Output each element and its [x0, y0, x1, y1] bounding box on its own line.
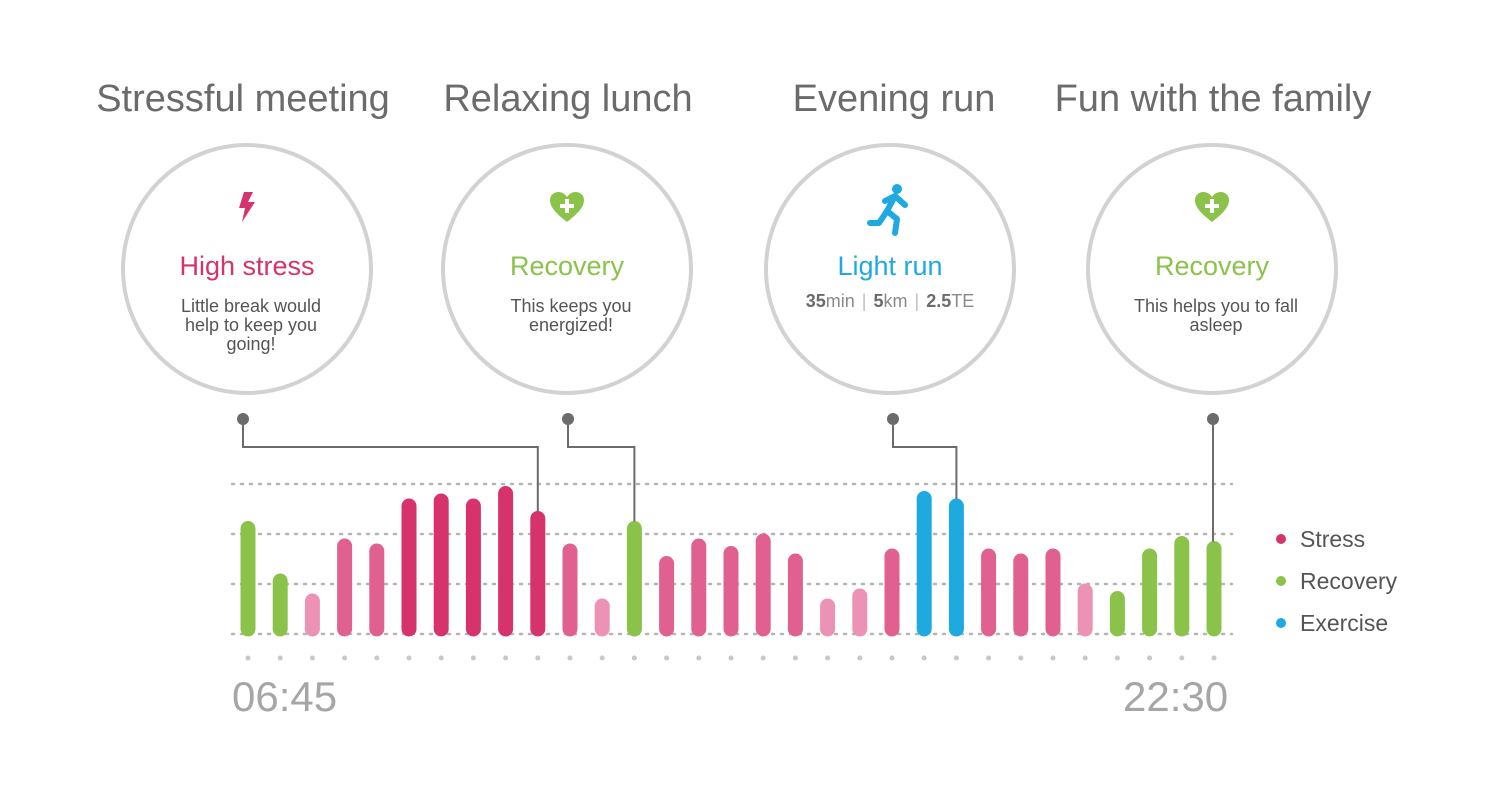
event-bubble-high-stress[interactable]: High stress Little break would help to k… — [121, 143, 373, 395]
event-bubble-recovery-family[interactable]: Recovery This helps you to fall asleep — [1086, 143, 1338, 395]
x-tick-dot — [857, 655, 863, 661]
x-tick-dot — [406, 655, 412, 661]
heart-plus-icon — [1090, 191, 1334, 231]
x-tick-dot — [1211, 655, 1217, 661]
event-bubble-light-run[interactable]: Light run 35min | 5km | 2.5TE — [764, 143, 1016, 395]
x-tick-dot — [921, 655, 927, 661]
x-tick-dot — [792, 655, 798, 661]
event-description: This helps you to fall asleep — [1133, 296, 1299, 335]
event-title-fun-with-family: Fun with the family — [1054, 78, 1372, 120]
stats-separator: | — [914, 291, 920, 311]
event-description: Little break would help to keep you goin… — [180, 296, 322, 354]
x-tick-dot — [760, 655, 766, 661]
chart-legend: Stress Recovery Exercise — [1276, 518, 1397, 644]
x-start-time-label: 06:45 — [232, 673, 338, 720]
x-tick-dot — [342, 655, 348, 661]
run-stats: 35min | 5km | 2.5TE — [768, 291, 1012, 312]
legend-item-exercise: Exercise — [1276, 602, 1397, 644]
te-unit: TE — [951, 291, 975, 311]
event-label: High stress — [179, 251, 315, 281]
x-tick-dot — [1179, 655, 1185, 661]
x-tick-dot — [825, 655, 831, 661]
connector-line — [567, 419, 636, 522]
x-tick-dot — [1018, 655, 1024, 661]
x-tick-dot — [986, 655, 992, 661]
x-tick-dot — [696, 655, 702, 661]
x-tick-dot — [599, 655, 605, 661]
event-bubble-recovery-lunch[interactable]: Recovery This keeps you energized! — [441, 143, 693, 395]
x-tick-dot — [438, 655, 444, 661]
runner-icon — [768, 183, 1012, 239]
x-tick-dot — [245, 655, 251, 661]
x-tick-dot — [953, 655, 959, 661]
legend-item-recovery: Recovery — [1276, 560, 1397, 602]
lightning-icon — [125, 191, 369, 231]
duration-value: 35 — [805, 291, 826, 311]
legend-label: Exercise — [1300, 609, 1389, 636]
stats-separator: | — [861, 291, 867, 311]
x-tick-dot — [309, 655, 315, 661]
legend-dot — [1276, 618, 1286, 628]
x-tick-dot — [1082, 655, 1088, 661]
distance-unit: km — [883, 291, 908, 311]
x-tick-dot — [664, 655, 670, 661]
x-tick-dot — [1147, 655, 1153, 661]
x-tick-dot — [277, 655, 283, 661]
x-tick-dot — [631, 655, 637, 661]
event-label: Light run — [837, 251, 943, 281]
connector-line — [892, 419, 958, 499]
x-tick-dot — [470, 655, 476, 661]
event-title-evening-run: Evening run — [792, 78, 996, 120]
x-tick-dot — [889, 655, 895, 661]
event-title-stressful-meeting: Stressful meeting — [96, 78, 390, 120]
x-tick-dot — [503, 655, 509, 661]
legend-dot — [1276, 534, 1286, 544]
x-tick-dot — [535, 655, 541, 661]
legend-label: Recovery — [1300, 567, 1398, 594]
event-label: Recovery — [509, 251, 625, 281]
event-label: Recovery — [1154, 251, 1270, 281]
duration-unit: min — [825, 291, 855, 311]
x-end-time-label: 22:30 — [1123, 673, 1229, 720]
event-description: This keeps you energized! — [510, 296, 632, 335]
te-value: 2.5 — [926, 291, 952, 311]
distance-value: 5 — [873, 291, 884, 311]
connector-line — [242, 419, 539, 512]
event-title-relaxing-lunch: Relaxing lunch — [443, 78, 693, 120]
legend-label: Stress — [1300, 525, 1366, 552]
x-tick-dot — [728, 655, 734, 661]
legend-item-stress: Stress — [1276, 518, 1397, 560]
x-tick-dot — [567, 655, 573, 661]
x-tick-dot — [1114, 655, 1120, 661]
x-tick-dot — [374, 655, 380, 661]
x-tick-dot — [1050, 655, 1056, 661]
legend-dot — [1276, 576, 1286, 586]
heart-plus-icon — [445, 191, 689, 231]
